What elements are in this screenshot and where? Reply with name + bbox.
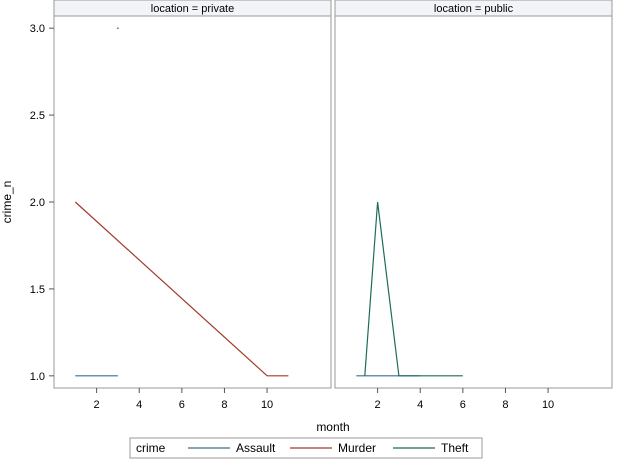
x-axis-label: month bbox=[316, 420, 349, 434]
series-line-theft bbox=[364, 201, 463, 377]
panel-title-public: location = public bbox=[434, 3, 514, 15]
x-tick-label: 6 bbox=[179, 399, 185, 411]
x-tick-label: 10 bbox=[542, 399, 554, 411]
legend-label-assault: Assault bbox=[236, 441, 276, 455]
legend-items: Assault Murder Theft bbox=[188, 441, 469, 455]
x-tick-label: 8 bbox=[502, 399, 508, 411]
y-tick-label: 3.0 bbox=[30, 23, 45, 35]
series-lines-public bbox=[356, 201, 463, 377]
y-axis: 1.0 1.5 2.0 2.5 3.0 bbox=[30, 23, 54, 383]
x-tick-label: 4 bbox=[417, 399, 423, 411]
y-tick-label: 2.0 bbox=[30, 197, 45, 209]
x-tick-label: 2 bbox=[94, 399, 100, 411]
x-axis-public: 2 4 6 8 10 bbox=[375, 388, 554, 411]
x-axis-private: 2 4 6 8 10 bbox=[94, 388, 273, 411]
series-line-murder bbox=[74, 201, 289, 377]
y-axis-label: crime_n bbox=[0, 181, 14, 224]
x-tick-label: 8 bbox=[221, 399, 227, 411]
x-tick-label: 2 bbox=[375, 399, 381, 411]
y-tick-label: 1.5 bbox=[30, 284, 45, 296]
series-lines-private bbox=[74, 27, 289, 377]
x-tick-label: 10 bbox=[261, 399, 273, 411]
y-tick-label: 1.0 bbox=[30, 371, 45, 383]
plot-frame-private bbox=[53, 15, 332, 389]
x-tick-label: 4 bbox=[136, 399, 142, 411]
y-tick-label: 2.5 bbox=[30, 110, 45, 122]
legend-label-murder: Murder bbox=[338, 441, 376, 455]
panel-title-private: location = private bbox=[151, 3, 234, 15]
panel-public: location = public 2 4 6 8 10 bbox=[334, 0, 613, 411]
panel-private: location = private 1.0 1.5 2.0 2.5 3.0 2 4 6 8 1… bbox=[30, 0, 332, 411]
legend-label-theft: Theft bbox=[441, 441, 469, 455]
legend: crime Assault Murder Theft bbox=[129, 437, 483, 459]
series-point-theft bbox=[117, 27, 119, 29]
x-tick-label: 6 bbox=[460, 399, 466, 411]
plot-frame-public bbox=[334, 15, 613, 389]
legend-title: crime bbox=[136, 441, 166, 455]
